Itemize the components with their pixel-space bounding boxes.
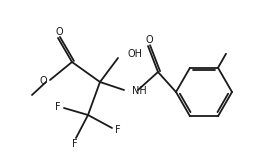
Text: OH: OH <box>128 49 143 59</box>
Text: O: O <box>145 35 153 45</box>
Text: NH: NH <box>132 86 147 96</box>
Text: F: F <box>115 125 121 135</box>
Text: F: F <box>72 139 78 149</box>
Text: O: O <box>55 27 63 37</box>
Text: F: F <box>55 102 61 112</box>
Text: O: O <box>39 76 47 86</box>
